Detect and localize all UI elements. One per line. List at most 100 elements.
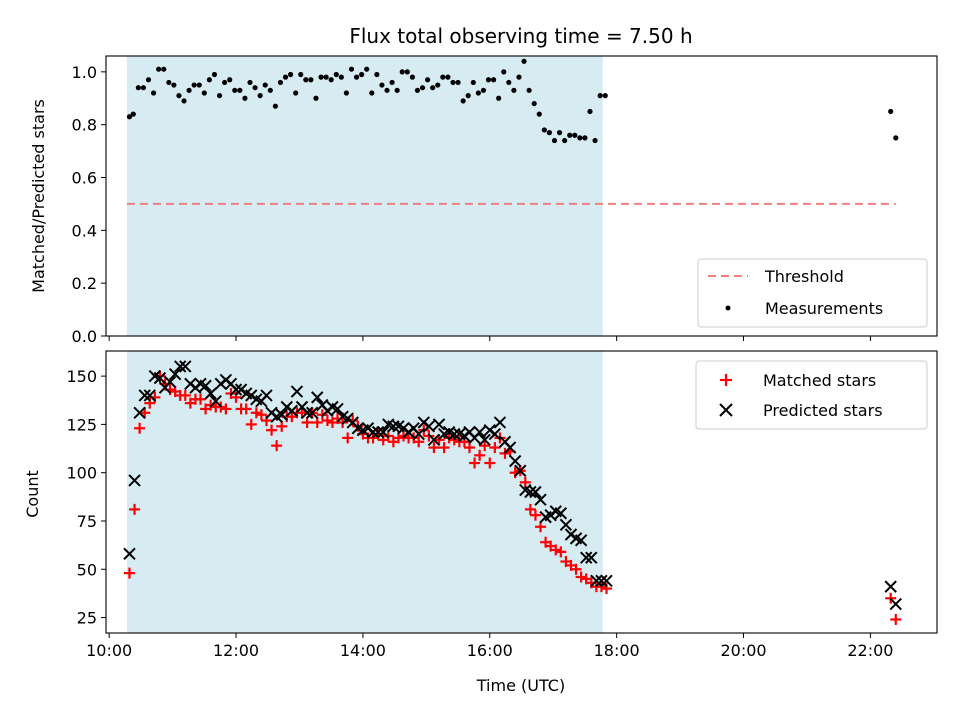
matched-star-point	[550, 544, 562, 556]
measurement-point	[135, 85, 141, 91]
predicted-star-point	[488, 427, 502, 441]
predicted-star-point	[300, 406, 314, 420]
top-y-tick-label: 0.8	[72, 116, 97, 135]
bottom-y-tick-label: 75	[77, 512, 97, 531]
predicted-star-point	[209, 395, 222, 408]
legend-measurements-swatch	[725, 305, 731, 311]
matched-star-point	[342, 432, 354, 444]
measurement-point	[562, 137, 568, 144]
bottom-frame	[105, 350, 938, 634]
predicted-star-point	[153, 371, 167, 385]
top-x-ticks	[108, 336, 871, 341]
measurement-point	[145, 77, 152, 83]
top-legend-box	[697, 258, 928, 328]
measurement-point	[323, 74, 329, 80]
matched-star-point	[123, 567, 135, 579]
predicted-star-point	[331, 402, 344, 416]
measurement-point	[440, 74, 446, 80]
predicted-star-point	[884, 580, 897, 593]
top-observing-span	[126, 56, 603, 336]
matched-star-point	[134, 422, 146, 434]
chart-title: Flux total observing time = 7.50 h	[349, 24, 692, 48]
predicted-star-point	[508, 454, 522, 468]
top-y-tick-label: 0.2	[72, 274, 97, 293]
predicted-star-point	[889, 597, 902, 611]
measurement-point	[176, 93, 182, 99]
measurement-point	[257, 93, 263, 99]
predicted-star-point	[133, 406, 146, 420]
x-tick-label: 20:00	[720, 641, 766, 660]
matched-star-point	[311, 416, 323, 428]
bottom-legend-box	[695, 360, 928, 430]
predicted-star-point	[574, 534, 588, 547]
matched-star-point	[195, 393, 207, 405]
top-y-axis-label: Matched/Predicted stars	[29, 99, 48, 293]
bottom-y-tick-label: 125	[66, 415, 97, 434]
measurement-point	[556, 130, 563, 136]
matched-star-point	[474, 449, 486, 461]
measurement-point	[419, 85, 426, 91]
measurement-point	[287, 71, 294, 78]
measurement-point	[181, 98, 187, 104]
measurement-point	[318, 74, 324, 80]
matched-star-point	[271, 440, 283, 452]
predicted-star-point	[123, 547, 136, 561]
measurement-point	[232, 87, 238, 93]
predicted-star-point	[290, 385, 304, 398]
matched-star-point	[428, 442, 440, 454]
measurement-point	[516, 74, 522, 80]
measurement-point	[384, 87, 390, 93]
top-y-tick-label: 0.0	[72, 327, 97, 346]
top-legend: Threshold Measurements	[697, 258, 928, 328]
measurement-point	[379, 82, 385, 88]
measurement-point	[343, 90, 350, 96]
measurement-point	[893, 135, 899, 141]
matched-star-point	[484, 457, 496, 469]
predicted-star-point	[377, 425, 390, 439]
measurement-point	[888, 108, 894, 115]
predicted-star-point	[163, 375, 177, 389]
measurement-point	[526, 87, 532, 93]
measurement-point	[506, 79, 512, 86]
measurement-point	[130, 111, 136, 117]
bottom-legend: Matched stars Predicted stars	[695, 360, 928, 430]
measurement-point	[338, 74, 344, 80]
measurement-point	[455, 79, 461, 86]
measurement-point	[282, 74, 289, 80]
bottom-y-axis-label: Count	[23, 470, 42, 518]
measurement-point	[435, 82, 441, 88]
predicted-star-point	[143, 389, 156, 402]
matched-star-point	[529, 509, 541, 521]
matched-star-point	[489, 442, 501, 454]
bottom-panel: 10:00 12:00 14:00 16:00 18:00 20:00 22:00 25 50…	[23, 350, 938, 695]
predicted-star-point	[529, 485, 542, 499]
x-tick-label: 10:00	[86, 641, 132, 660]
matched-star-point	[555, 546, 567, 558]
measurement-point	[126, 114, 133, 120]
predicted-star-point	[427, 433, 441, 447]
measurement-point	[496, 95, 502, 101]
measurement-point	[186, 87, 192, 93]
legend-threshold-label: Threshold	[764, 267, 844, 286]
measurement-point	[582, 135, 588, 141]
measurement-point	[536, 111, 542, 117]
top-y-tick-label: 1.0	[72, 63, 97, 82]
matched-star-point	[179, 389, 191, 401]
predicted-star-point	[128, 474, 141, 487]
measurement-point	[308, 77, 314, 83]
measurement-point	[425, 77, 431, 83]
bottom-y-tick-label: 100	[66, 464, 97, 483]
predicted-star-point	[448, 427, 461, 441]
predicted-star-point	[478, 433, 491, 447]
predicted-star-point	[174, 360, 187, 373]
matched-star-point	[240, 403, 252, 415]
measurement-point	[359, 71, 365, 78]
matched-star-point	[129, 503, 141, 515]
top-y-ticks: 0.0 0.2 0.4 0.6 0.8 1.0	[72, 63, 106, 346]
predicted-star-point	[168, 367, 182, 381]
measurement-point	[404, 69, 410, 75]
measurement-point	[399, 69, 405, 75]
matched-star-point	[890, 613, 902, 625]
measurement-point	[303, 77, 309, 83]
bottom-x-ticks: 10:00 12:00 14:00 16:00 18:00 20:00 22:00	[86, 633, 893, 660]
